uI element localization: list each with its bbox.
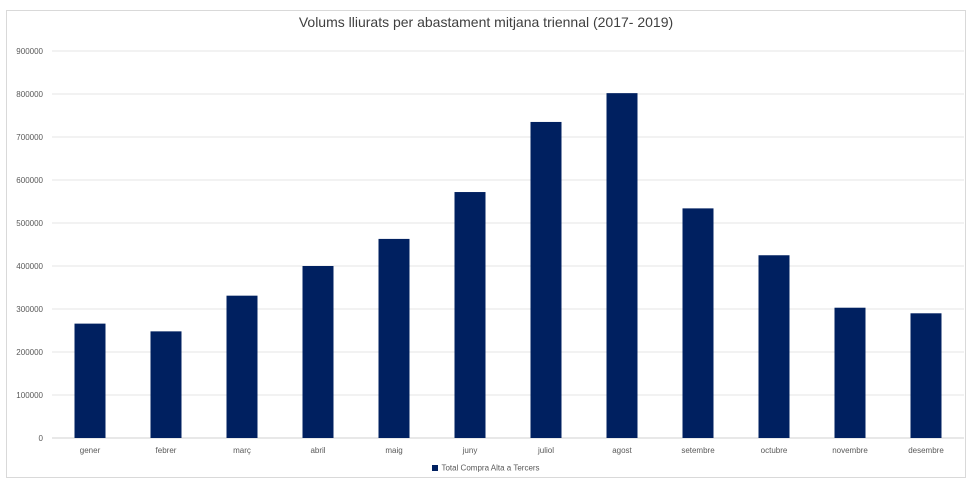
- y-tick-label: 0: [39, 434, 44, 443]
- x-tick-label: octubre: [761, 446, 788, 455]
- legend-swatch: [432, 464, 439, 471]
- y-tick-label: 100000: [16, 391, 43, 400]
- bar-maig: [378, 238, 410, 438]
- x-tick-label: desembre: [908, 446, 944, 455]
- x-tick-label: agost: [612, 446, 632, 455]
- x-tick-label: maig: [385, 446, 402, 455]
- y-tick-label: 500000: [16, 219, 43, 228]
- legend: Total Compra Alta a Tercers: [0, 463, 972, 472]
- x-tick-label: abril: [310, 446, 325, 455]
- bar-gener: [74, 323, 106, 438]
- bar-novembre: [834, 307, 866, 438]
- x-tick-label: setembre: [681, 446, 715, 455]
- y-tick-label: 300000: [16, 305, 43, 314]
- bar-febrer: [150, 331, 182, 438]
- bar-desembre: [910, 313, 942, 438]
- x-tick-label: juliol: [537, 446, 554, 455]
- bar-octubre: [758, 255, 790, 438]
- y-tick-label: 400000: [16, 262, 43, 271]
- legend-label: Total Compra Alta a Tercers: [441, 463, 540, 473]
- x-tick-label: novembre: [832, 446, 868, 455]
- x-tick-label: gener: [80, 446, 101, 455]
- gridlines: [52, 50, 964, 439]
- x-tick-label: febrer: [156, 446, 177, 455]
- bar-abril: [302, 266, 334, 438]
- bar-març: [226, 295, 258, 438]
- bar-juny: [454, 192, 486, 438]
- y-tick-label: 900000: [16, 47, 43, 56]
- bar-agost: [606, 93, 638, 438]
- y-tick-label: 700000: [16, 133, 43, 142]
- y-tick-label: 800000: [16, 90, 43, 99]
- x-tick-label: juny: [462, 446, 478, 455]
- x-tick-label: març: [233, 446, 251, 455]
- y-tick-label: 600000: [16, 176, 43, 185]
- y-axis-ticks: 0 100000 200000 300000 400000 500000 600000 700…: [16, 47, 43, 443]
- bar-setembre: [682, 208, 714, 438]
- chart-title: Volums lliurats per abastament mitjana t…: [298, 14, 674, 30]
- y-tick-label: 200000: [16, 348, 43, 357]
- bar-juliol: [530, 121, 562, 438]
- bars: [74, 93, 942, 438]
- x-axis-ticks: gener febrer març abril maig juny juliol agost s…: [80, 446, 945, 455]
